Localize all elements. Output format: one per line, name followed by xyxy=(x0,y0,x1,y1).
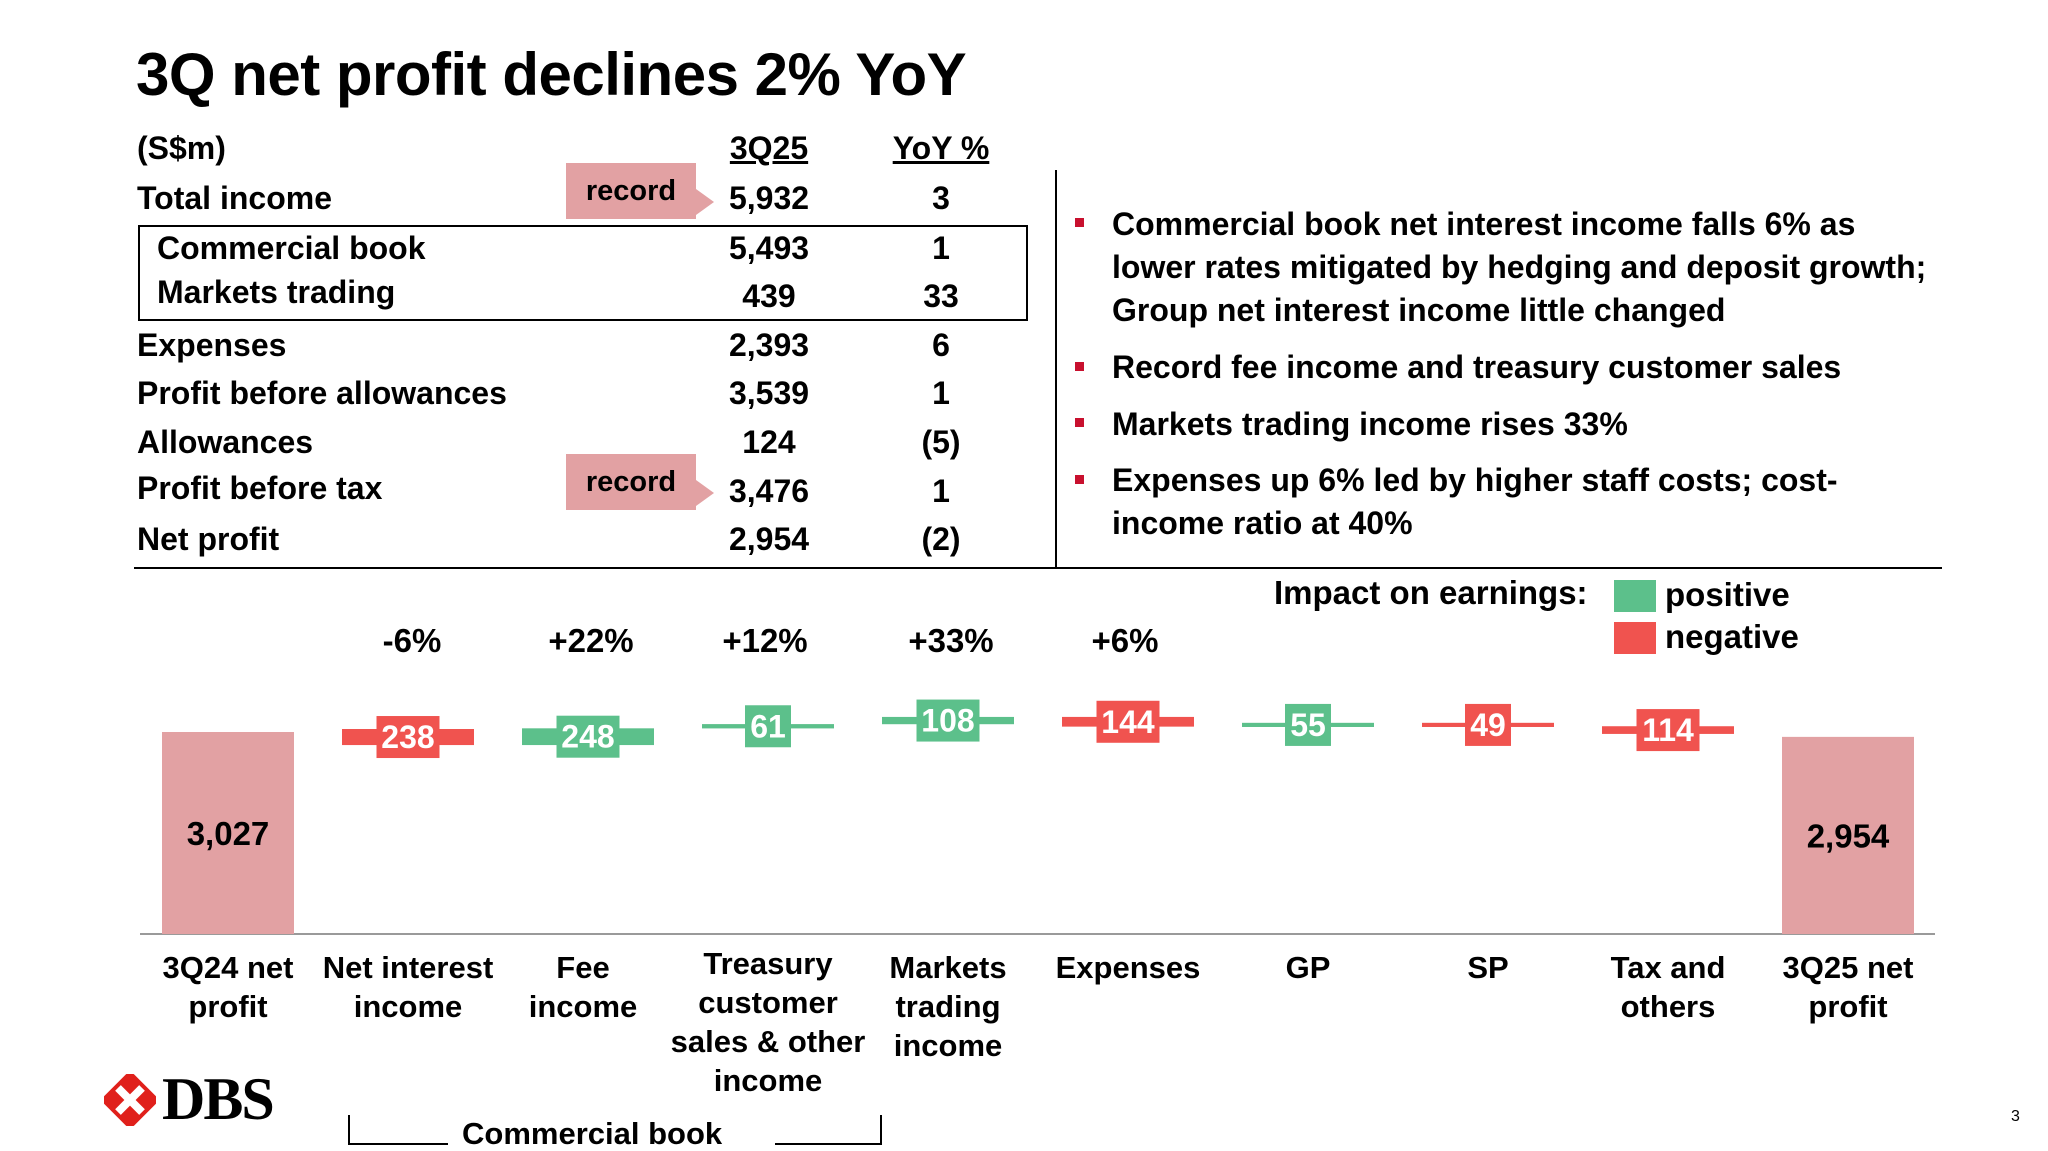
bracket-label: Commercial book xyxy=(462,1116,723,1151)
bar-total-0 xyxy=(162,732,294,934)
bullet-icon xyxy=(1075,218,1084,227)
x-label: Treasury customer sales & other income xyxy=(670,946,866,1098)
yoy-pct-markets: +33% xyxy=(908,622,994,659)
bar-label-bg-5 xyxy=(1096,700,1160,743)
bar-label-2: 248 xyxy=(561,719,614,755)
row-label: Expenses xyxy=(137,327,287,363)
bullet-text: Markets trading income rises 33% xyxy=(1112,406,1628,442)
bar-label-bg-6 xyxy=(1285,703,1331,746)
row-yoy: (5) xyxy=(921,424,961,460)
record-arrow-total-income xyxy=(696,189,714,215)
yoy-pct-treasury: +12% xyxy=(722,622,808,659)
record-callout-total-income: record xyxy=(566,163,696,219)
page-number: 3 xyxy=(2011,1108,2020,1125)
row-label: Total income xyxy=(137,180,332,216)
x-label: Markets trading income xyxy=(889,950,1007,1063)
x-label: 3Q25 net profit xyxy=(1782,950,1914,1024)
row-yoy: 6 xyxy=(932,327,950,363)
row-yoy: 33 xyxy=(923,278,959,314)
page-title: 3Q net profit declines 2% YoY xyxy=(136,41,967,108)
legend-positive-label: positive xyxy=(1665,576,1790,613)
bar-label-bg-1 xyxy=(376,716,440,759)
col-header-yoy: YoY % xyxy=(892,130,990,166)
row-label: Commercial book xyxy=(157,230,426,266)
x-label: GP xyxy=(1285,950,1331,985)
x-label: SP xyxy=(1467,950,1509,985)
bullet-icon xyxy=(1075,418,1084,427)
bracket-right-line xyxy=(775,1143,882,1145)
bar-label-1: 238 xyxy=(381,719,434,755)
row-label: Profit before allowances xyxy=(137,375,507,411)
bar-label-bg-2 xyxy=(556,715,620,758)
yoy-pct-net-interest: -6% xyxy=(382,622,442,659)
row-yoy: (2) xyxy=(921,521,961,557)
bar-label-0: 3,027 xyxy=(187,815,270,852)
bullet-text: Expenses up 6% led by higher staff costs… xyxy=(1112,462,1838,541)
bar-label-bg-8 xyxy=(1636,709,1700,752)
bar-total-9 xyxy=(1782,736,1914,934)
bullet-text: Record fee income and treasury customer … xyxy=(1112,349,1842,385)
row-value: 5,932 xyxy=(728,180,810,216)
bracket-right-tick xyxy=(880,1115,882,1145)
bar-label-8: 114 xyxy=(1642,712,1694,748)
row-value: 3,539 xyxy=(728,375,810,411)
record-callout-pbt: record xyxy=(566,454,696,510)
yoy-pct-expenses: +6% xyxy=(1091,622,1159,659)
dbs-logo-text: DBS xyxy=(162,1066,275,1132)
bullet-icon xyxy=(1075,362,1084,371)
bar-label-3: 61 xyxy=(750,708,786,744)
row-value: 3,476 xyxy=(728,473,810,509)
x-label: 3Q24 net profit xyxy=(162,950,294,1024)
row-value: 5,493 xyxy=(728,230,810,266)
legend-positive-swatch xyxy=(1614,580,1656,612)
bracket-left-line xyxy=(348,1143,448,1145)
row-label: Markets trading xyxy=(157,274,396,310)
legend-negative-swatch xyxy=(1614,622,1656,654)
x-label: Fee income xyxy=(528,950,638,1024)
row-value: 439 xyxy=(742,278,796,314)
bar-label-bg-3 xyxy=(745,705,791,748)
col-header-3q25: 3Q25 xyxy=(729,130,809,166)
row-value: 124 xyxy=(742,424,796,460)
record-arrow-pbt xyxy=(696,480,714,506)
yoy-pct-fee: +22% xyxy=(548,622,634,659)
bullet-icon xyxy=(1075,475,1084,484)
bar-label-5: 144 xyxy=(1101,704,1155,740)
bar-label-4: 108 xyxy=(921,703,974,739)
row-label: Allowances xyxy=(137,424,314,460)
unit-label: (S$m) xyxy=(137,130,226,166)
x-label: Expenses xyxy=(1055,950,1201,985)
legend-negative-label: negative xyxy=(1665,618,1799,655)
x-label: Net interest income xyxy=(322,950,494,1024)
row-yoy: 1 xyxy=(932,473,950,509)
row-label: Net profit xyxy=(137,521,280,557)
bracket-left-tick xyxy=(348,1115,350,1145)
row-yoy: 1 xyxy=(932,230,950,266)
bullet-text: Commercial book net interest income fall… xyxy=(1112,206,1927,328)
legend-title: Impact on earnings: xyxy=(1274,574,1588,611)
row-value: 2,954 xyxy=(728,521,810,557)
row-label: Profit before tax xyxy=(137,470,383,506)
bar-label-9: 2,954 xyxy=(1807,817,1890,854)
bar-label-bg-4 xyxy=(916,699,980,742)
row-yoy: 3 xyxy=(932,180,950,216)
row-value: 2,393 xyxy=(728,327,810,363)
vertical-divider xyxy=(1055,170,1057,568)
bar-label-bg-7 xyxy=(1465,703,1511,746)
x-label: Tax and others xyxy=(1610,950,1726,1024)
horizontal-divider xyxy=(134,567,1942,569)
dbs-logo-mark xyxy=(102,1072,158,1128)
bar-label-7: 49 xyxy=(1470,707,1506,743)
row-yoy: 1 xyxy=(932,375,950,411)
bar-label-6: 55 xyxy=(1290,707,1326,743)
commercial-markets-box xyxy=(138,225,1028,321)
